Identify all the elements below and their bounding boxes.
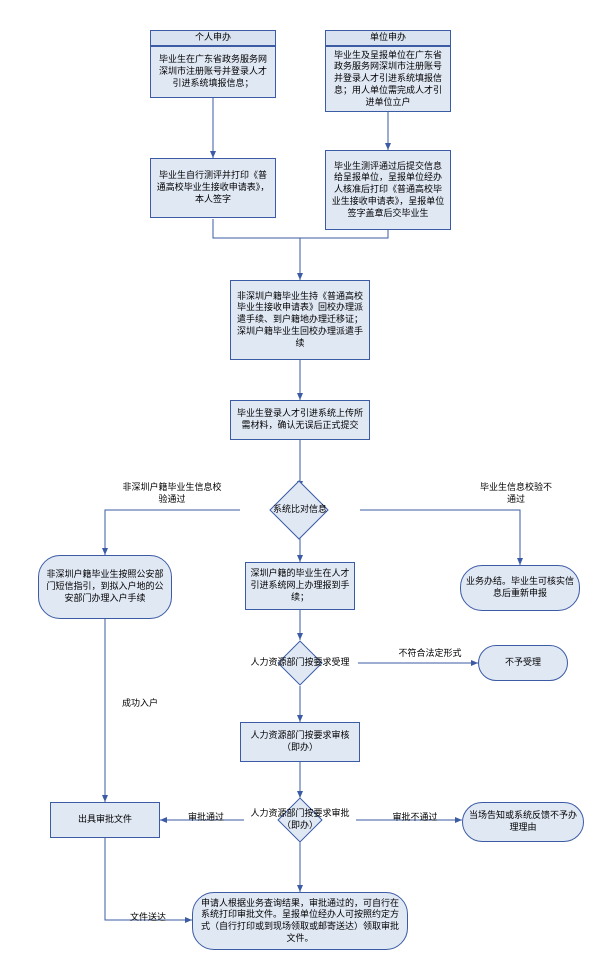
node-non-shenzhen-police: 非深圳户籍毕业生按照公安部门短信指引，到拟入户地的公安部门办理入户手续	[38, 555, 172, 619]
text: 毕业生登录人才引进系统上传所需材料，确认无误后正式提交	[235, 408, 365, 431]
text: 非深圳户籍毕业生信息校验通过	[122, 482, 221, 504]
text: 出具审批文件	[78, 814, 132, 826]
node-personal-apply-header: 个人申办	[150, 30, 276, 46]
node-system-compare	[269, 480, 328, 539]
label-gh: 非深圳户籍毕业生信息校验通过	[122, 482, 222, 505]
node-procedures: 非深圳户籍毕业生持《普通高校毕业生接收申请表》回校办理派遣手续、到户籍地办理迁移…	[230, 280, 370, 360]
label-np: 审批不通过	[380, 812, 450, 824]
text: 文件送达	[130, 912, 166, 922]
node-unit-apply-header: 单位申办	[325, 30, 451, 46]
node-inform-rejection: 当场告知或系统反馈不予办理理由	[462, 802, 584, 842]
text: 人力资源部门按要求审核（即办）	[245, 730, 355, 753]
text: 毕业生在广东省政务服务网深圳市注册账号并登录人才引进系统填报信息；	[155, 54, 271, 89]
text: 单位申办	[370, 32, 406, 44]
text: 毕业生信息校验不通过	[480, 482, 552, 504]
text: 审批通过	[188, 812, 224, 822]
node-hr-approve	[277, 797, 322, 842]
text: 毕业生测评通过后提交信息给呈报单位，呈报单位经办人核准后打印《普通高校毕业生接收…	[330, 161, 446, 219]
node-issue-doc: 出具审批文件	[50, 802, 160, 838]
text: 毕业生及呈报单位在广东省政务服务网深圳市注册账号并登录人才引进系统填报信息；用人…	[330, 50, 446, 108]
text: 非深圳户籍毕业生持《普通高校毕业生接收申请表》回校办理派遣手续、到户籍地办理迁移…	[235, 291, 365, 349]
node-self-evaluate: 毕业生自行测评并打印《普通高校毕业生接收申请表》，本人签字	[150, 158, 276, 218]
node-unit-apply-body: 毕业生及呈报单位在广东省政务服务网深圳市注册账号并登录人才引进系统填报信息；用人…	[325, 46, 451, 112]
text: 当场告知或系统反馈不予办理理由	[467, 810, 579, 833]
node-hr-accept	[277, 640, 322, 685]
label-kl: 不符合法定形式	[395, 648, 465, 660]
text: 审批不通过	[392, 812, 437, 822]
label-no: 审批通过	[178, 812, 234, 824]
node-fetch-doc: 申请人根据业务查询结果，审批通过的，可自行在系统打印审批文件。呈报单位经办人可按…	[192, 892, 408, 950]
node-personal-apply-body: 毕业生在广东省政务服务网深圳市注册账号并登录人才引进系统填报信息；	[150, 46, 276, 98]
text: 业务办结。毕业生可核实信息后重新申报	[465, 576, 575, 599]
label-gj: 毕业生信息校验不通过	[476, 482, 556, 505]
text: 深圳户籍的毕业生在人才引进系统网上办理报到手续；	[250, 568, 350, 603]
label-ho: 成功入户	[110, 698, 170, 710]
text: 不予受理	[505, 657, 541, 669]
node-unit-evaluate: 毕业生测评通过后提交信息给呈报单位，呈报单位经办人核准后打印《普通高校毕业生接收…	[325, 150, 451, 230]
text: 毕业生自行测评并打印《普通高校毕业生接收申请表》，本人签字	[155, 170, 271, 205]
text: 成功入户	[122, 698, 158, 708]
node-resubmit: 业务办结。毕业生可核实信息后重新申报	[460, 565, 580, 611]
label-oq: 文件送达	[118, 912, 178, 924]
node-shenzhen-online: 深圳户籍的毕业生在人才引进系统网上办理报到手续；	[245, 562, 355, 610]
text: 非深圳户籍毕业生按照公安部门短信指引，到拟入户地的公安部门办理入户手续	[43, 569, 167, 604]
text: 个人申办	[195, 32, 231, 44]
node-not-accepted: 不予受理	[478, 645, 568, 681]
node-hr-review: 人力资源部门按要求审核（即办）	[240, 722, 360, 762]
text: 申请人根据业务查询结果，审批通过的，可自行在系统打印审批文件。呈报单位经办人可按…	[197, 898, 403, 945]
node-upload-submit: 毕业生登录人才引进系统上传所需材料，确认无误后正式提交	[230, 400, 370, 440]
text: 不符合法定形式	[398, 648, 461, 658]
